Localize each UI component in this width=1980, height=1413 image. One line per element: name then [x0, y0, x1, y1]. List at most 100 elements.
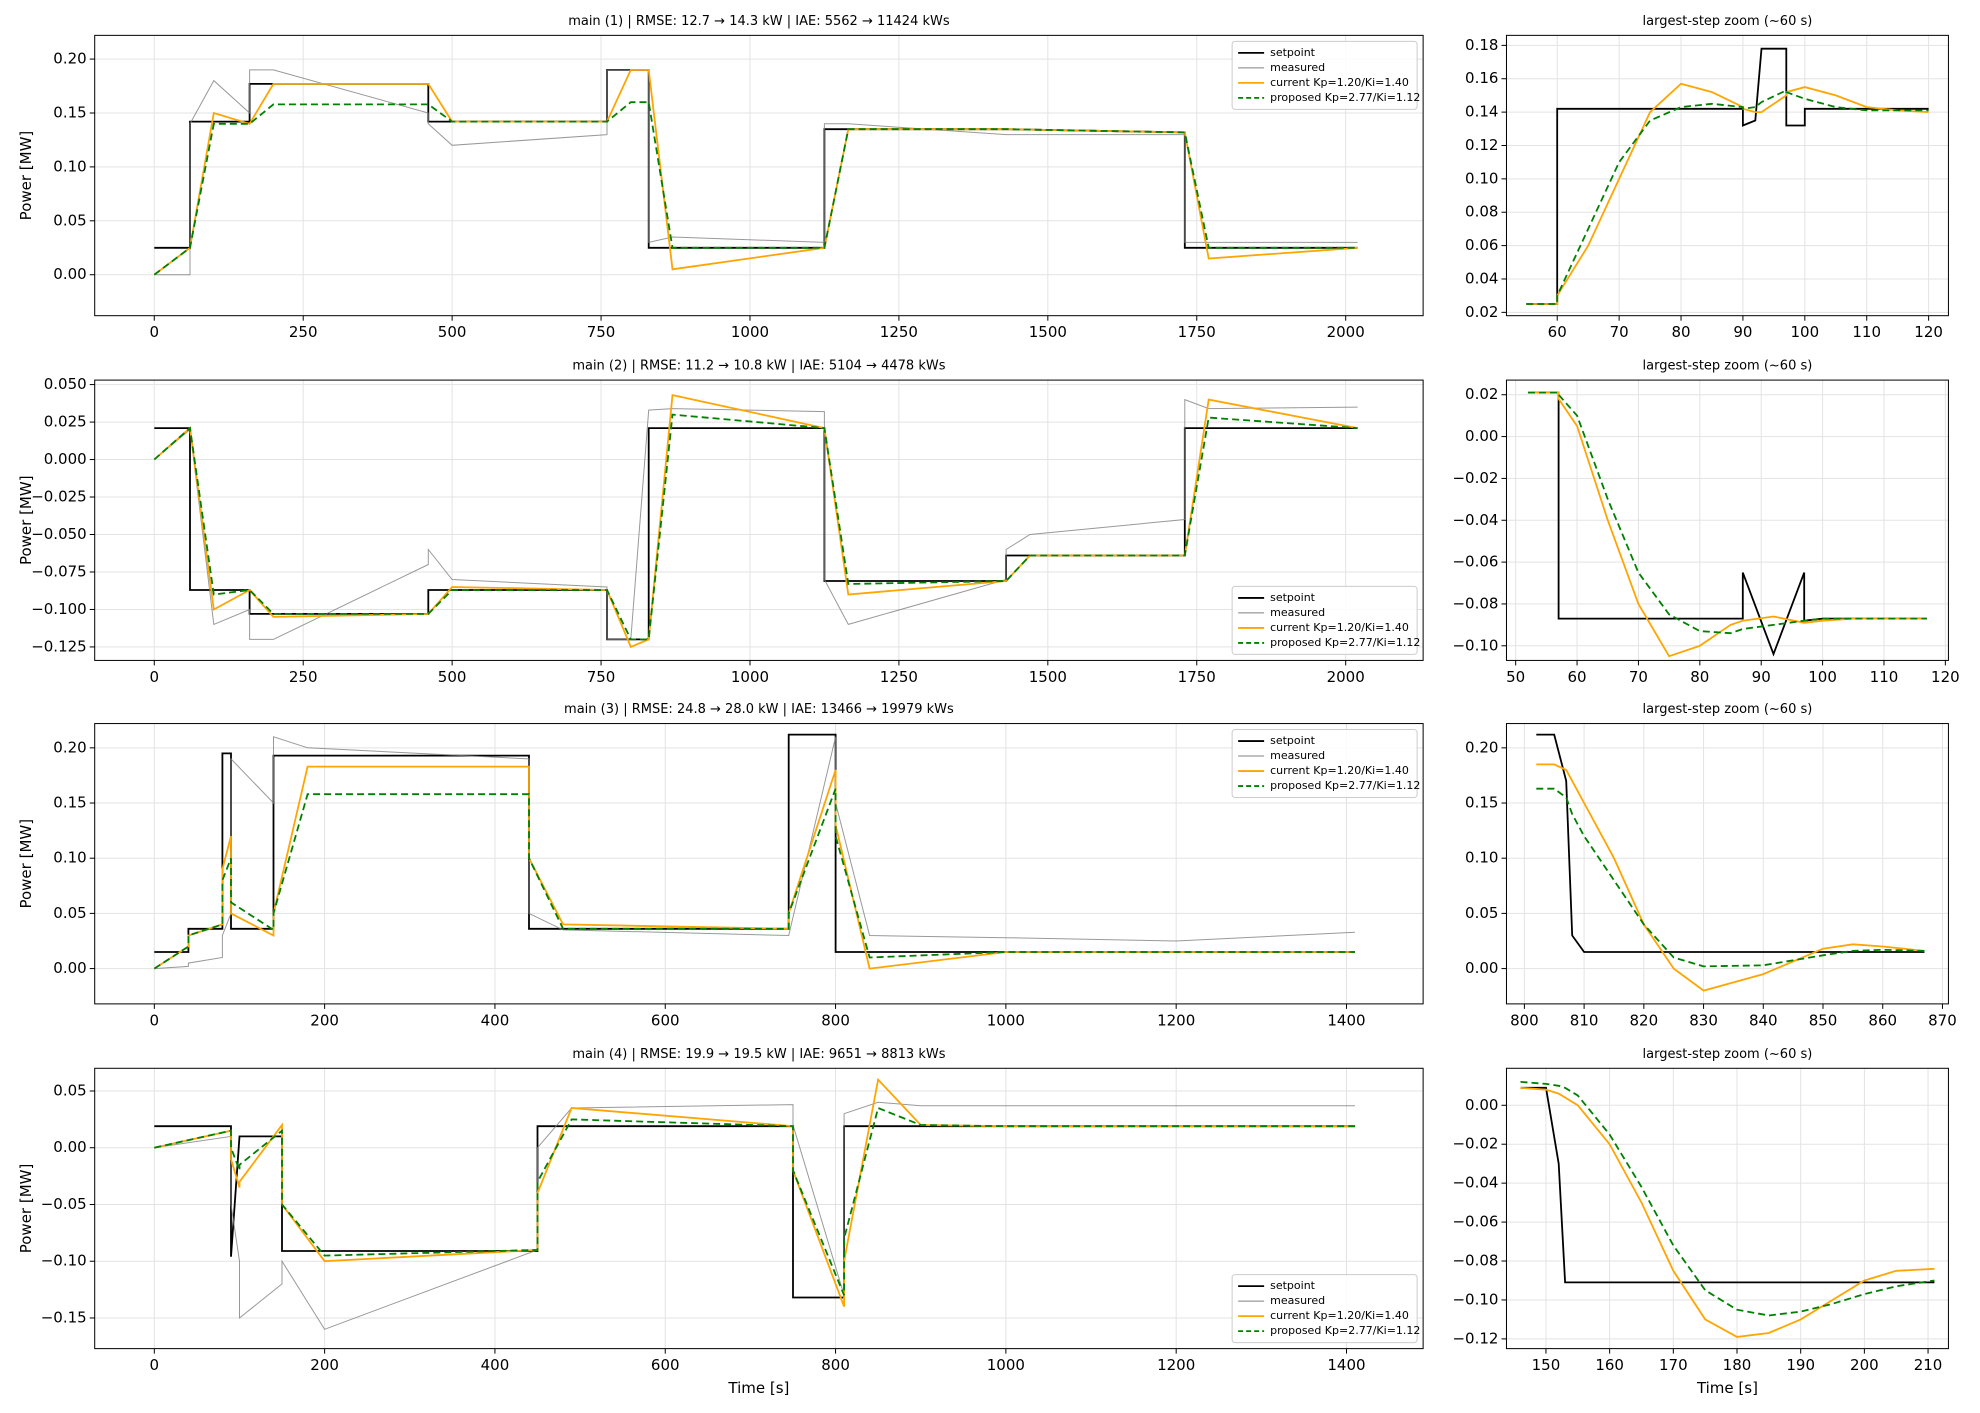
x-tick-label: 800: [821, 1011, 850, 1029]
legend-label: current Kp=1.20/Ki=1.40: [1270, 621, 1409, 634]
x-axis-label: Time [s]: [727, 1379, 789, 1397]
x-tick-label: 1500: [1029, 668, 1067, 686]
x-tick-label: 0: [150, 1356, 160, 1374]
series-line: [154, 1106, 1355, 1296]
axes-frame: [94, 34, 1424, 317]
series-line: [1520, 1086, 1935, 1338]
x-tick-label: 0: [150, 323, 160, 341]
x-tick-label: 250: [289, 668, 318, 686]
series-line: [153, 788, 1355, 970]
x-tick-label: 830: [1689, 1011, 1718, 1029]
x-tick-label: 200: [310, 1011, 339, 1029]
x-tick-label: 2000: [1327, 668, 1365, 686]
y-tick-label: 0.02: [1465, 303, 1498, 321]
y-tick-label: 0.15: [53, 103, 86, 121]
x-tick-label: 120: [1914, 323, 1943, 341]
legend-label: proposed Kp=2.77/Ki=1.12: [1270, 779, 1420, 792]
x-tick-label: 870: [1928, 1011, 1957, 1029]
x-tick-label: 500: [438, 323, 467, 341]
x-tick-label: 1000: [987, 1356, 1025, 1374]
legend-label: proposed Kp=2.77/Ki=1.12: [1270, 1324, 1420, 1337]
x-tick-label: 400: [481, 1356, 510, 1374]
y-tick-label: −0.15: [41, 1308, 87, 1326]
y-tick-label: 0.00: [1465, 1096, 1498, 1114]
subplot-title: largest-step zoom (~60 s): [1643, 702, 1813, 717]
legend-box: [1231, 585, 1418, 655]
y-tick-label: 0.18: [1465, 36, 1498, 54]
axes-frame: [94, 379, 1424, 661]
x-tick-label: 150: [1532, 1356, 1561, 1374]
subplot-title: main (1) | RMSE: 12.7 → 14.3 kW | IAE: 5…: [568, 14, 950, 29]
axes-frame: [94, 723, 1424, 1005]
x-tick-label: 800: [1510, 1011, 1539, 1029]
x-tick-label: 100: [1808, 668, 1837, 686]
x-tick-label: 90: [1752, 668, 1771, 686]
x-tick-label: 1750: [1178, 323, 1216, 341]
x-tick-label: 860: [1868, 1011, 1897, 1029]
lines: [1526, 47, 1929, 305]
y-tick-label: 0.20: [53, 50, 86, 68]
legend-label: setpoint: [1270, 1279, 1316, 1292]
series-line: [1536, 733, 1925, 953]
x-tick-label: 70: [1629, 668, 1648, 686]
y-tick-label: 0.15: [53, 794, 86, 812]
y-axis-label: Power [MW]: [17, 475, 35, 565]
y-tick-label: −0.100: [31, 600, 87, 618]
x-tick-label: 200: [1850, 1356, 1879, 1374]
series-line: [1528, 391, 1927, 657]
axes-frame: [1505, 723, 1949, 1005]
y-tick-label: 0.12: [1465, 136, 1498, 154]
y-tick-label: 0.05: [53, 1081, 86, 1099]
legend-label: proposed Kp=2.77/Ki=1.12: [1270, 636, 1420, 649]
axes-frame: [1505, 379, 1949, 661]
x-tick-label: 80: [1690, 668, 1709, 686]
x-tick-label: 820: [1630, 1011, 1659, 1029]
y-tick-label: −0.050: [31, 525, 87, 543]
series-line: [153, 398, 1358, 640]
y-tick-label: 0.10: [1465, 849, 1498, 867]
series-line: [1526, 88, 1929, 305]
y-tick-label: −0.06: [1452, 1213, 1498, 1231]
x-tick-label: 170: [1659, 1356, 1688, 1374]
legend-label: current Kp=1.20/Ki=1.40: [1270, 76, 1409, 89]
x-tick-label: 600: [651, 1356, 680, 1374]
y-tick-label: 0.04: [1465, 269, 1498, 287]
lines: [1528, 391, 1927, 658]
x-tick-label: 90: [1733, 323, 1752, 341]
legend-label: proposed Kp=2.77/Ki=1.12: [1270, 91, 1420, 104]
y-tick-label: −0.08: [1452, 1252, 1498, 1270]
subplot-title: largest-step zoom (~60 s): [1643, 1047, 1813, 1062]
x-tick-label: 160: [1595, 1356, 1624, 1374]
x-tick-label: 0: [150, 668, 160, 686]
y-tick-label: 0.08: [1465, 203, 1498, 221]
legend-label: setpoint: [1270, 591, 1316, 604]
subplot: 60 70 80 90 100 110 120 0.02 0.04 0.06 0.08 0.10 0.1…: [1465, 14, 1949, 341]
x-tick-label: 810: [1570, 1011, 1599, 1029]
y-tick-label: 0.00: [53, 265, 86, 283]
series-line: [1528, 391, 1927, 658]
x-tick-label: 0: [150, 1011, 160, 1029]
x-tick-label: 600: [651, 1011, 680, 1029]
series-line: [1536, 787, 1925, 968]
lines: [1520, 1081, 1935, 1338]
legend-label: setpoint: [1270, 734, 1316, 747]
lines: [153, 394, 1358, 649]
axes-frame: [94, 1067, 1424, 1350]
y-axis-label: Power [MW]: [17, 819, 35, 909]
x-tick-label: 800: [821, 1356, 850, 1374]
series-line: [154, 1125, 1355, 1299]
x-tick-label: 190: [1786, 1356, 1815, 1374]
x-tick-label: 210: [1914, 1356, 1943, 1374]
x-tick-label: 850: [1809, 1011, 1838, 1029]
legend-label: setpoint: [1270, 46, 1316, 59]
y-tick-label: 0.10: [53, 849, 86, 867]
x-axis-label: Time [s]: [1696, 1379, 1758, 1397]
y-tick-label: 0.10: [53, 157, 86, 175]
y-tick-label: 0.14: [1465, 103, 1498, 121]
y-axis-label: Power [MW]: [17, 1164, 35, 1254]
x-tick-label: 110: [1870, 668, 1899, 686]
series-line: [1520, 1081, 1935, 1317]
lines: [153, 733, 1356, 970]
subplot: 150 160 170 180 190 200 210 −0.12 −0.10 −0.08 −0.0…: [1452, 1047, 1949, 1397]
